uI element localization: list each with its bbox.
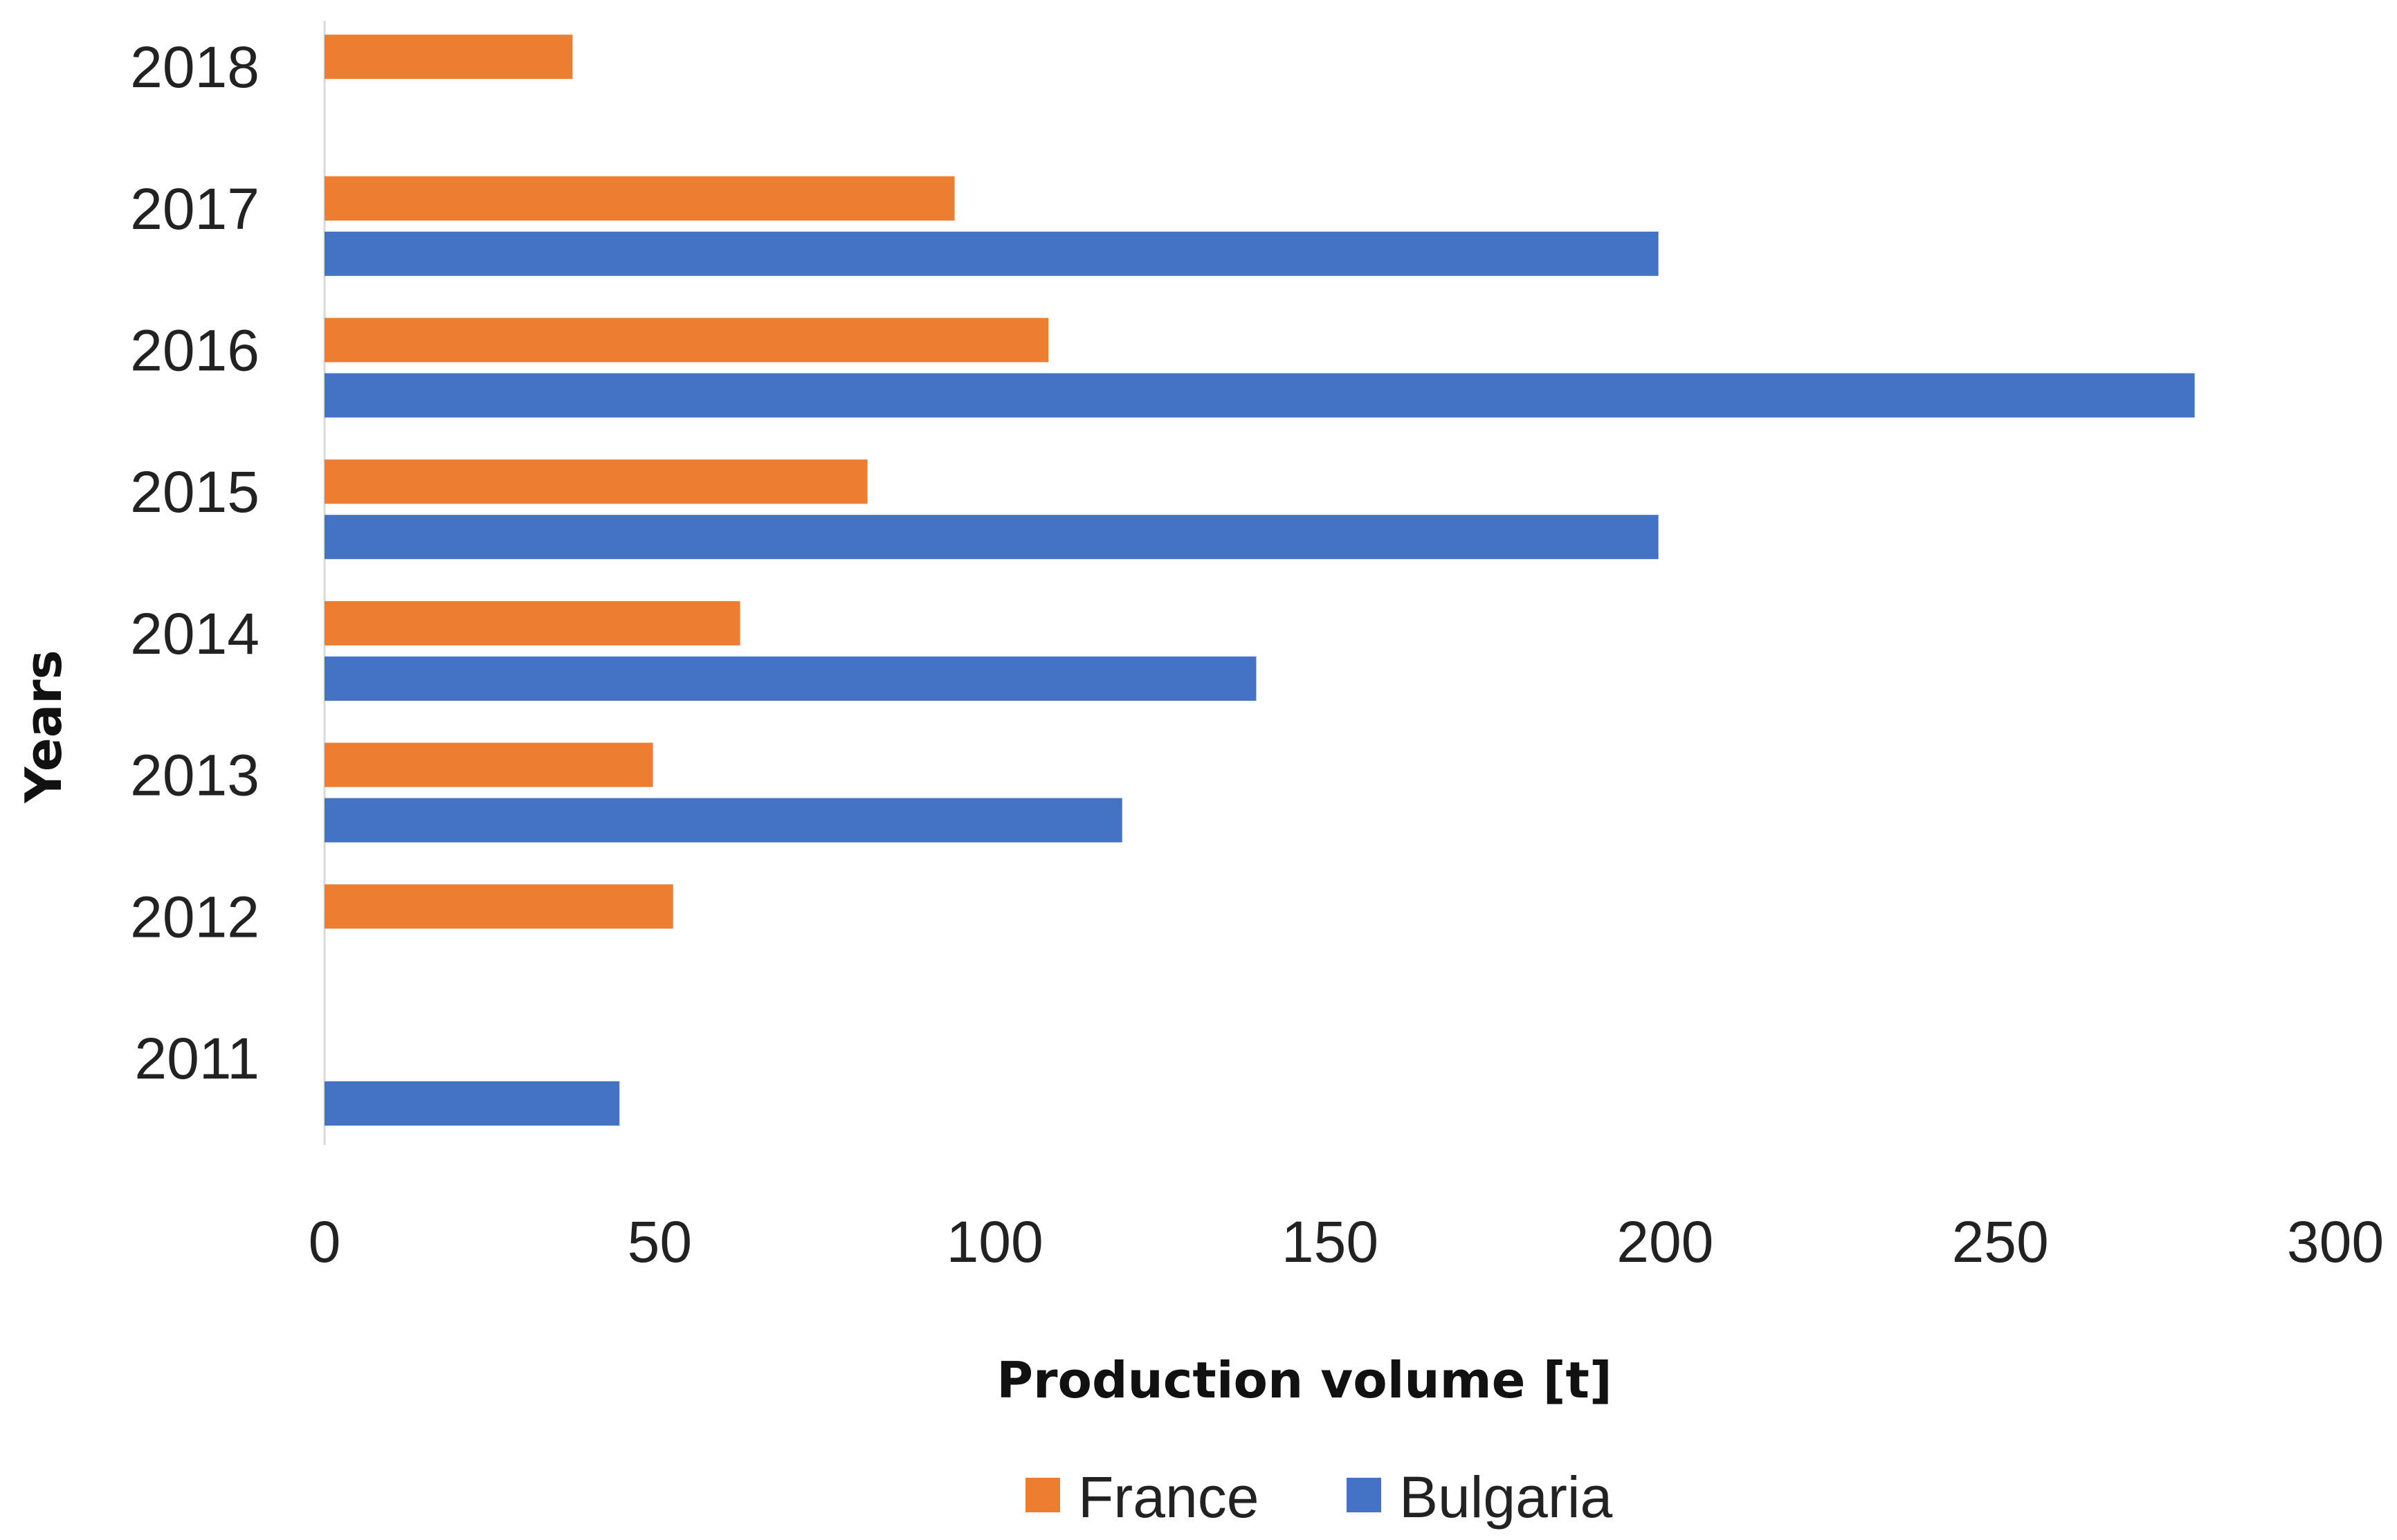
y-tick-label: 2018 — [130, 35, 259, 100]
y-axis-title: Years — [15, 650, 73, 803]
bar-france-2018 — [325, 35, 573, 80]
bar-france-2013 — [325, 742, 653, 787]
legend-label-bulgaria: Bulgaria — [1399, 1465, 1612, 1530]
bars — [325, 35, 2195, 1126]
x-tick-label: 300 — [2287, 1209, 2384, 1274]
x-tick-label: 100 — [947, 1209, 1043, 1274]
bar-france-2014 — [325, 601, 740, 645]
y-tick-label: 2014 — [130, 601, 259, 666]
legend-swatch-france — [1026, 1478, 1060, 1512]
x-tick-label: 150 — [1282, 1209, 1378, 1274]
bar-bulgaria-2015 — [325, 515, 1659, 560]
bar-france-2015 — [325, 459, 868, 504]
bar-france-2017 — [325, 176, 955, 221]
x-tick-label: 250 — [1952, 1209, 2049, 1274]
y-axis-tick-labels: 2011 2012 2013 2014 2015 2016 2017 2018 — [130, 35, 259, 1091]
y-tick-label: 2012 — [130, 884, 259, 949]
x-tick-label: 200 — [1616, 1209, 1713, 1274]
x-axis-tick-labels: 0 50 100 150 200 250 300 — [309, 1209, 2384, 1274]
x-tick-label: 50 — [628, 1209, 692, 1274]
y-tick-label: 2017 — [130, 176, 259, 241]
x-tick-label: 0 — [309, 1209, 341, 1274]
x-axis-title: Production volume [t] — [996, 1351, 1612, 1409]
legend-swatch-bulgaria — [1347, 1478, 1381, 1512]
plot-area — [323, 21, 2195, 1145]
legend: France Bulgaria — [1026, 1465, 1612, 1530]
bar-bulgaria-2017 — [325, 231, 1659, 276]
y-tick-label: 2016 — [130, 318, 259, 383]
bar-bulgaria-2016 — [325, 373, 2195, 418]
bar-france-2012 — [325, 884, 673, 929]
bar-france-2016 — [325, 318, 1049, 363]
legend-label-france: France — [1078, 1465, 1259, 1530]
y-tick-label: 2013 — [130, 743, 259, 808]
y-tick-label: 2015 — [130, 459, 259, 524]
bar-bulgaria-2013 — [325, 798, 1122, 843]
bar-bulgaria-2014 — [325, 656, 1257, 701]
y-tick-label: 2011 — [134, 1026, 259, 1091]
bar-bulgaria-2011 — [325, 1081, 620, 1126]
